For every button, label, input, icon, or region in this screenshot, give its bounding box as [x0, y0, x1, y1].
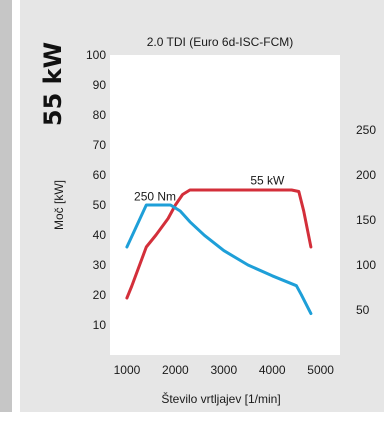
- x-tick-label: 2000: [162, 363, 189, 377]
- y-right-tick-label: 200: [356, 168, 376, 182]
- x-tick-label: 1000: [114, 363, 141, 377]
- y-left-tick-label: 70: [93, 138, 107, 152]
- annotations: 250 Nm 55 kW: [134, 174, 285, 204]
- y-left-tick-label: 90: [93, 78, 107, 92]
- y-left-tick-label: 80: [93, 108, 107, 122]
- chart-title: 2.0 TDI (Euro 6d-ISC-FCM): [147, 35, 293, 49]
- y-left-tick-label: 40: [93, 228, 107, 242]
- y-right-tick-label: 50: [356, 303, 370, 317]
- x-axis-ticks: 1000 2000 3000 4000 5000: [114, 363, 335, 377]
- y-right-tick-label: 150: [356, 213, 376, 227]
- series-layer: [125, 188, 313, 316]
- series-line-250-nm: [125, 203, 313, 316]
- right-axis-ticks: 50 100 150 200 250: [356, 123, 376, 317]
- x-tick-label: 5000: [307, 363, 334, 377]
- series-line-55-kw: [125, 188, 313, 300]
- x-axis-label: Število vrtljajev [1/min]: [161, 391, 280, 406]
- left-axis-ticks: 10 20 30 40 50 60 70 80 90 100: [86, 48, 106, 332]
- annotation-label: 55 kW: [250, 174, 285, 188]
- y-right-tick-label: 250: [356, 123, 376, 137]
- x-tick-label: 4000: [259, 363, 286, 377]
- x-tick-label: 3000: [210, 363, 237, 377]
- plot-area: [110, 55, 340, 355]
- y-left-tick-label: 100: [86, 48, 106, 62]
- annotation-label: 250 Nm: [134, 190, 176, 204]
- y-left-tick-label: 20: [93, 288, 107, 302]
- y-left-tick-label: 60: [93, 168, 107, 182]
- left-accent-bar: [0, 0, 12, 412]
- y-left-tick-label: 10: [93, 318, 107, 332]
- y-left-tick-label: 50: [93, 198, 107, 212]
- y-right-tick-label: 100: [356, 258, 376, 272]
- y-axis-label: Moč [kW]: [52, 180, 66, 230]
- y-left-tick-label: 30: [93, 258, 107, 272]
